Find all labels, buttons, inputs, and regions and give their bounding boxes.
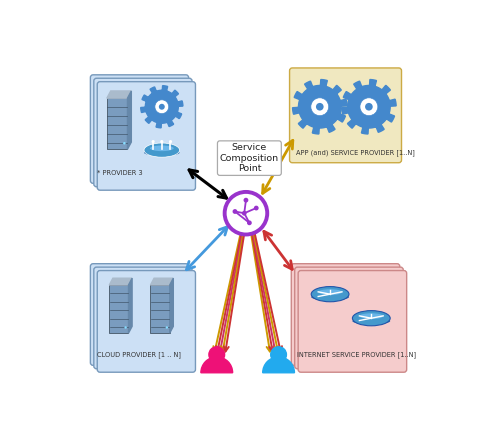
Circle shape [166, 326, 168, 329]
FancyBboxPatch shape [90, 75, 188, 183]
FancyBboxPatch shape [292, 264, 400, 365]
FancyBboxPatch shape [90, 264, 188, 365]
FancyBboxPatch shape [94, 267, 192, 369]
Wedge shape [262, 357, 294, 373]
Circle shape [152, 140, 154, 143]
FancyBboxPatch shape [94, 78, 192, 187]
Ellipse shape [311, 294, 349, 300]
Polygon shape [342, 79, 396, 134]
Polygon shape [292, 79, 347, 134]
Text: Service
Composition
Point: Service Composition Point [220, 143, 279, 173]
Text: CLOUD PROVIDER [1 .. N]: CLOUD PROVIDER [1 .. N] [96, 352, 180, 359]
Circle shape [169, 140, 172, 143]
Circle shape [159, 104, 165, 110]
Text: INTERNET SERVICE PROVIDER [1..N]: INTERNET SERVICE PROVIDER [1..N] [298, 352, 416, 359]
Polygon shape [128, 278, 132, 333]
Circle shape [270, 347, 286, 363]
Text: * PROVIDER 3: * PROVIDER 3 [96, 170, 142, 177]
FancyBboxPatch shape [294, 267, 403, 369]
Polygon shape [150, 278, 174, 285]
FancyBboxPatch shape [298, 271, 406, 372]
FancyBboxPatch shape [110, 285, 128, 333]
Circle shape [123, 142, 126, 145]
Ellipse shape [144, 149, 180, 156]
Polygon shape [140, 86, 183, 128]
Text: APP (and) SERVICE PROVIDER [1..N]: APP (and) SERVICE PROVIDER [1..N] [296, 149, 414, 156]
Circle shape [209, 347, 224, 363]
Polygon shape [170, 278, 173, 333]
Circle shape [232, 209, 237, 214]
FancyBboxPatch shape [290, 68, 402, 163]
Ellipse shape [352, 318, 390, 324]
Polygon shape [128, 91, 132, 149]
Circle shape [242, 211, 246, 215]
Ellipse shape [352, 310, 390, 326]
FancyBboxPatch shape [150, 285, 170, 333]
Ellipse shape [150, 145, 174, 151]
Circle shape [244, 198, 248, 202]
Circle shape [360, 98, 378, 116]
Circle shape [160, 140, 164, 143]
Circle shape [316, 103, 324, 111]
FancyBboxPatch shape [97, 82, 196, 190]
Circle shape [311, 98, 328, 116]
Circle shape [254, 206, 258, 211]
Ellipse shape [360, 313, 383, 319]
Ellipse shape [318, 289, 342, 295]
Polygon shape [107, 91, 132, 98]
FancyBboxPatch shape [107, 98, 128, 149]
Ellipse shape [144, 143, 180, 157]
Wedge shape [201, 357, 232, 373]
FancyBboxPatch shape [97, 271, 196, 372]
Ellipse shape [311, 287, 349, 302]
Circle shape [224, 192, 267, 235]
Circle shape [155, 100, 168, 114]
Circle shape [365, 103, 372, 111]
Circle shape [247, 220, 252, 225]
Polygon shape [110, 278, 132, 285]
Circle shape [124, 326, 127, 329]
